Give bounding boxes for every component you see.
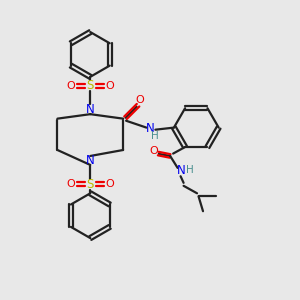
Text: O: O [67,81,75,91]
Text: O: O [105,179,114,189]
Text: H: H [186,165,194,175]
Text: O: O [149,146,158,157]
Text: O: O [105,81,114,91]
Text: N: N [146,122,155,135]
Text: O: O [67,179,75,189]
Text: N: N [177,164,186,177]
Text: S: S [87,79,94,92]
Text: S: S [87,178,94,191]
Text: N: N [86,103,95,116]
Text: H: H [152,131,159,141]
Text: O: O [136,95,145,105]
Text: N: N [86,154,95,167]
